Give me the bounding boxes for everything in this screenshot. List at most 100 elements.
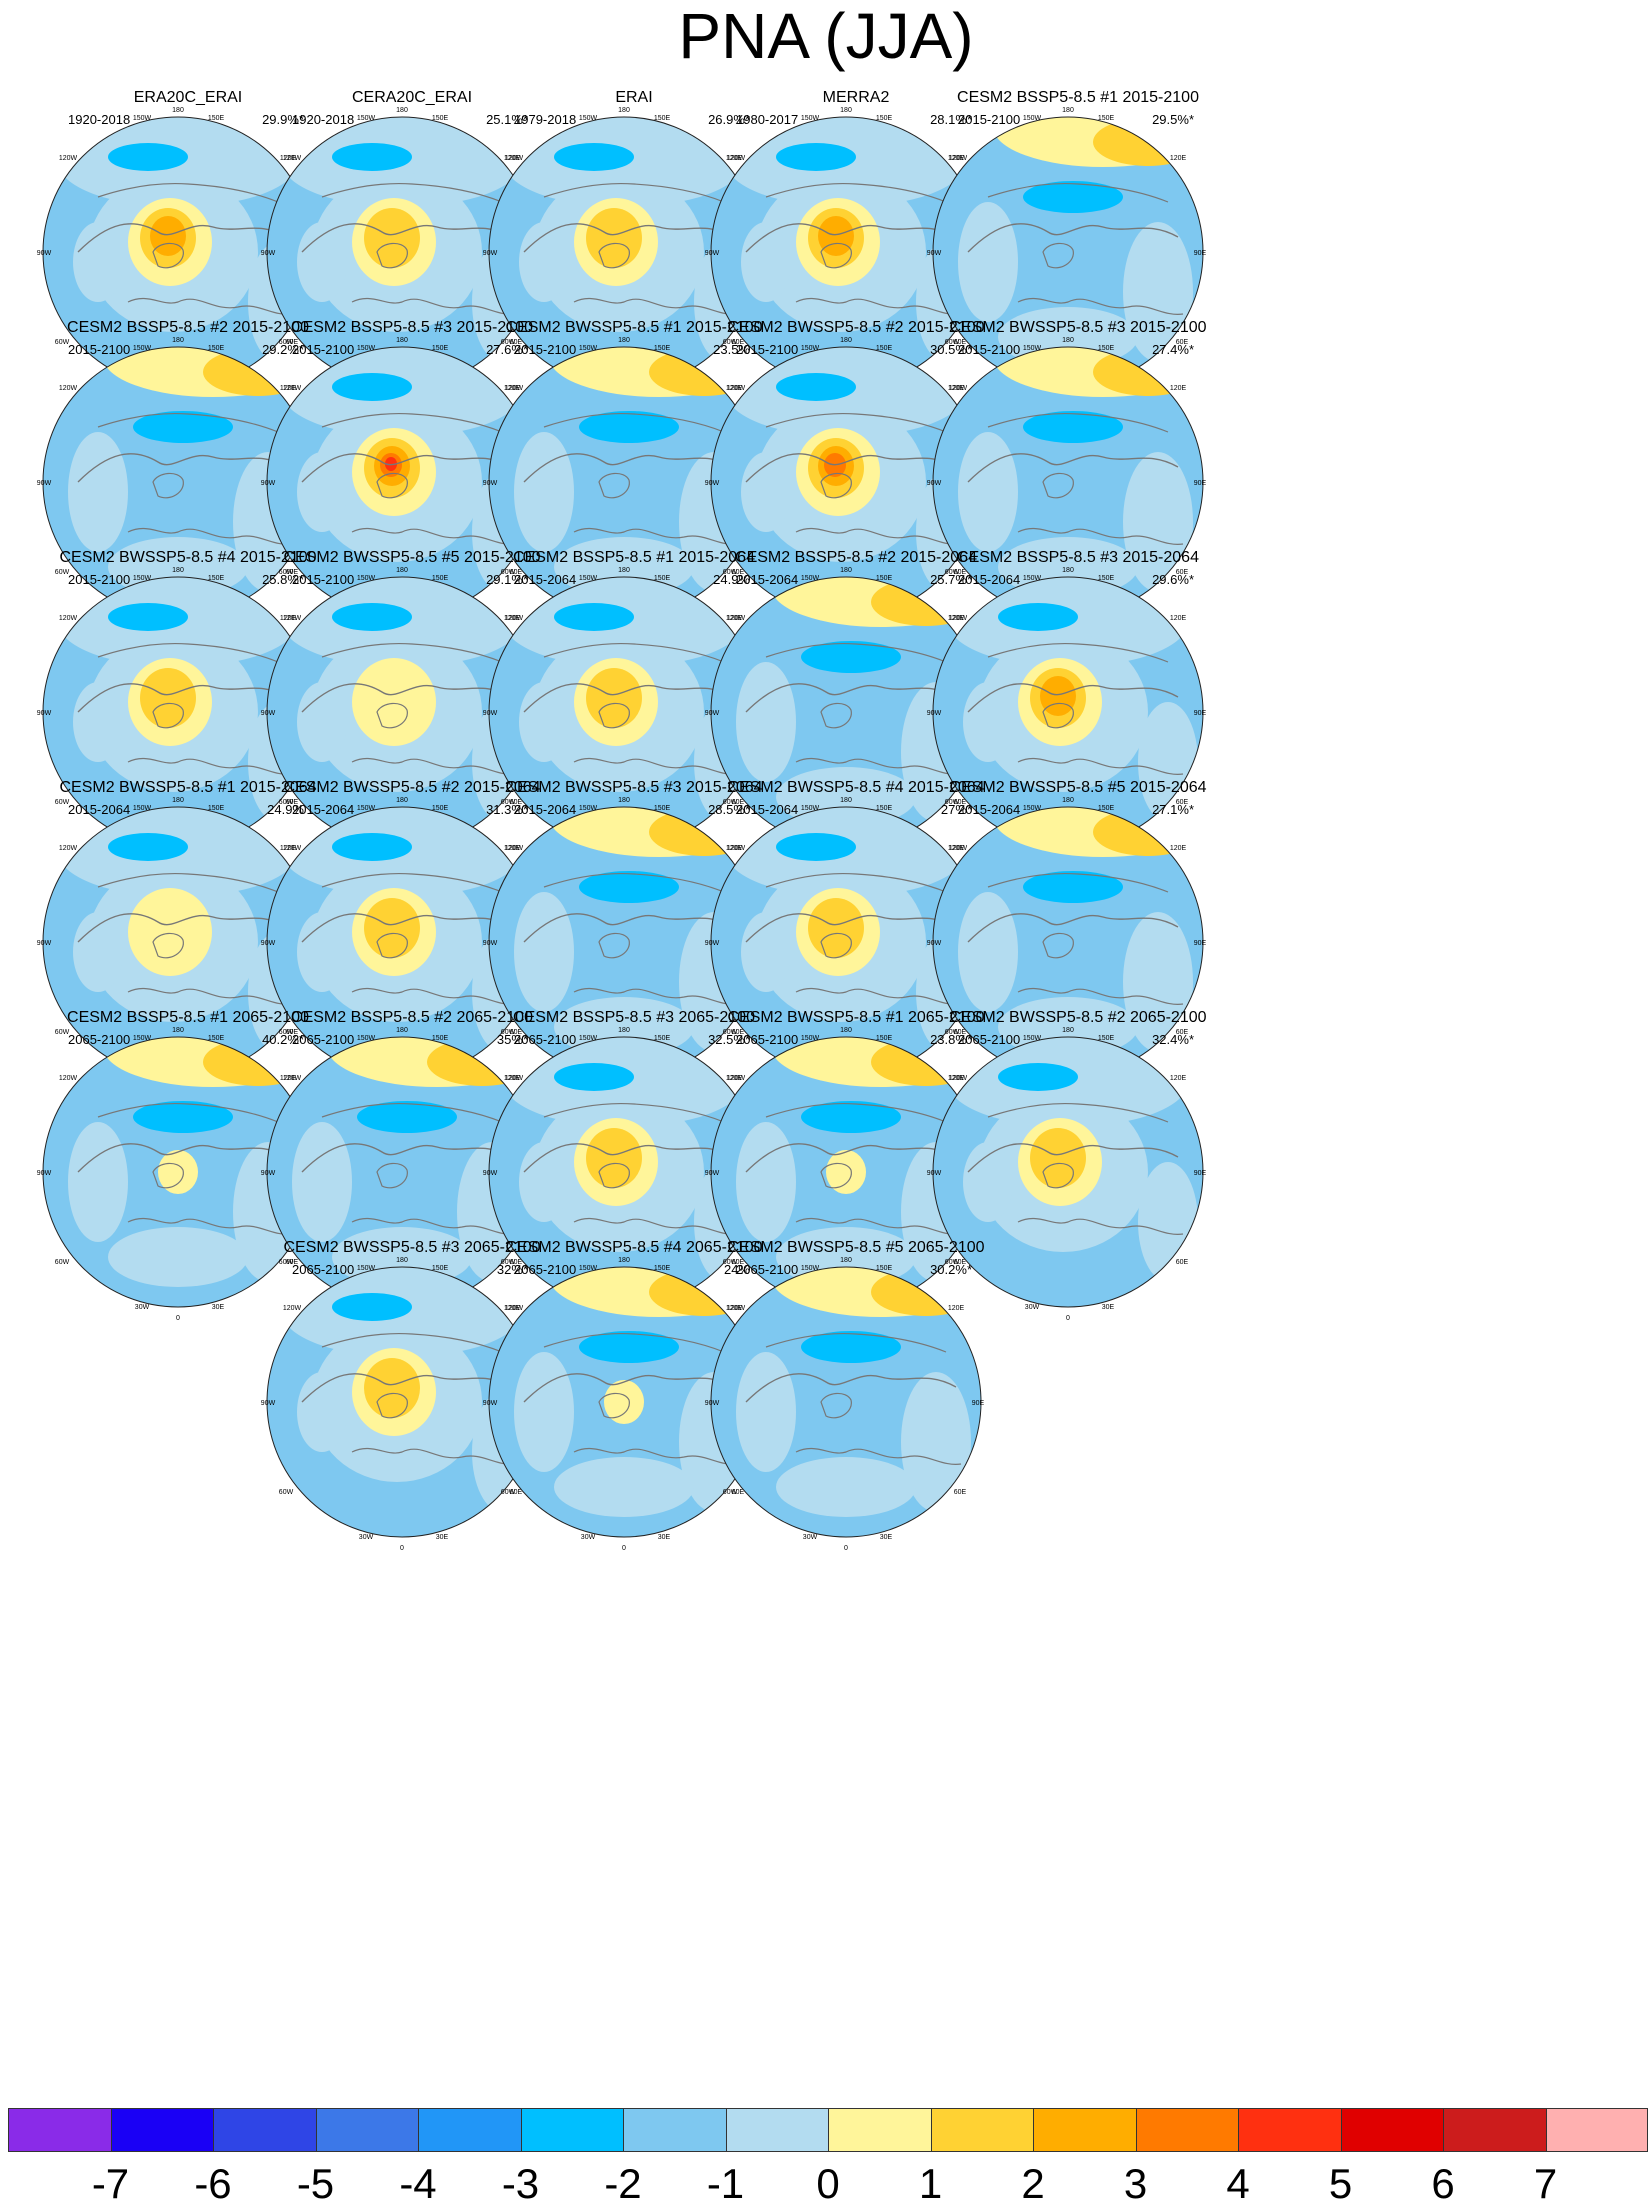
panel-explained-variance: 28.1%* xyxy=(930,112,972,127)
greenland-outline xyxy=(376,472,408,499)
longitude-label: 180 xyxy=(1062,1027,1074,1034)
map-panel: CESM2 BWSSP5-8.5 #2 2015-2064 2015-2064 31… xyxy=(261,778,562,1098)
midlatitude-positive-region xyxy=(108,1227,248,1287)
longitude-label: 120E xyxy=(948,1305,965,1312)
atlantic-positive-region xyxy=(297,1372,347,1452)
colorbar-box xyxy=(1238,2108,1341,2152)
panel-title: CESM2 BSSP5-8.5 #3 2065-2100 xyxy=(513,1009,755,1026)
longitude-label: 150W xyxy=(133,115,152,122)
coastline xyxy=(523,1373,735,1403)
greenland-outline xyxy=(376,702,408,729)
coastline xyxy=(573,1217,740,1235)
coastline xyxy=(321,873,503,893)
panel-explained-variance: 29.9%* xyxy=(262,112,304,127)
longitude-label: 150E xyxy=(654,1265,671,1272)
colorbar-box xyxy=(930,2108,1033,2152)
longitude-label: 30W xyxy=(359,1534,374,1541)
longitude-label: 120W xyxy=(59,385,78,392)
greenland-outline xyxy=(376,1392,408,1419)
coastline xyxy=(795,527,962,545)
negative-center xyxy=(579,871,679,903)
atlantic-positive-region xyxy=(736,1122,796,1242)
longitude-label: 150E xyxy=(208,1035,225,1042)
longitude-label: 60W xyxy=(55,799,70,806)
colorbar-tick-label: 5 xyxy=(1328,2160,1353,2207)
anomaly-contour-2 xyxy=(364,1358,420,1418)
panel-explained-variance: 29.5%* xyxy=(1152,112,1194,127)
panel-explained-variance: 30.2%* xyxy=(930,1262,972,1277)
coastline xyxy=(987,413,1169,433)
coastline xyxy=(127,1217,294,1235)
coastline xyxy=(351,757,518,775)
longitude-label: 120W xyxy=(59,155,78,162)
colorbar-tick-label: 3 xyxy=(1123,2160,1148,2207)
panel-explained-variance: 25.1%* xyxy=(486,112,528,127)
longitude-label: 90W xyxy=(261,480,276,487)
atlantic-positive-region xyxy=(73,912,123,992)
atlantic-positive-region xyxy=(297,682,347,762)
panel-period: 2065-2100 xyxy=(736,1032,799,1047)
colorbar-box xyxy=(1443,2108,1546,2152)
longitude-label: 180 xyxy=(172,1027,184,1034)
panel-title: CESM2 BWSSP5-8.5 #4 2065-2100 xyxy=(505,1239,763,1256)
longitude-label: 120E xyxy=(948,845,965,852)
panel-title: CESM2 BWSSP5-8.5 #1 2015-2100 xyxy=(505,319,763,336)
anomaly-contour-2 xyxy=(364,898,420,958)
atlantic-positive-region xyxy=(958,892,1018,1012)
atlantic-positive-region xyxy=(297,912,347,992)
panel-period: 2065-2100 xyxy=(958,1032,1021,1047)
longitude-label: 150W xyxy=(133,345,152,352)
longitude-label: 150W xyxy=(801,805,820,812)
longitude-label: 60E xyxy=(1176,799,1189,806)
panel-explained-variance: 27.6%* xyxy=(486,342,528,357)
anomaly-contour-1 xyxy=(128,888,212,976)
greenland-outline xyxy=(376,932,408,959)
coastline xyxy=(77,913,289,943)
eurasia-positive-region xyxy=(901,1372,971,1512)
longitude-label: 150W xyxy=(357,1265,376,1272)
coastline xyxy=(745,453,957,483)
coastline xyxy=(301,913,513,943)
midlatitude-positive-region xyxy=(776,1457,916,1517)
greenland-outline xyxy=(598,472,630,499)
longitude-label: 180 xyxy=(396,1257,408,1264)
longitude-label: 120E xyxy=(726,845,743,852)
longitude-label: 120E xyxy=(504,615,521,622)
longitude-label: 150E xyxy=(208,805,225,812)
colorbar-tick-label: 0 xyxy=(816,2160,840,2207)
panel-period: 2065-2100 xyxy=(292,1262,355,1277)
longitude-label: 60W xyxy=(501,1259,516,1266)
longitude-label: 60W xyxy=(55,1029,70,1036)
greenland-outline xyxy=(376,242,408,269)
longitude-label: 60W xyxy=(945,569,960,576)
panel-period: 2065-2100 xyxy=(514,1032,577,1047)
longitude-label: 90W xyxy=(927,1170,942,1177)
longitude-label: 90W xyxy=(37,480,52,487)
longitude-label: 120E xyxy=(1170,385,1187,392)
coastline xyxy=(77,1143,289,1173)
longitude-label: 30E xyxy=(436,1534,449,1541)
colorbar-tick-label: -2 xyxy=(604,2160,642,2207)
longitude-label: 0 xyxy=(400,1545,404,1552)
panel-period: 2065-2100 xyxy=(68,1032,131,1047)
greenland-outline xyxy=(1042,242,1074,269)
longitude-label: 60E xyxy=(510,1489,523,1496)
longitude-label: 150E xyxy=(876,1035,893,1042)
longitude-label: 90W xyxy=(261,250,276,257)
panel-period: 1979-2018 xyxy=(514,112,577,127)
panel-explained-variance: 29.6%* xyxy=(1152,572,1194,587)
coastline xyxy=(523,1143,735,1173)
longitude-label: 90W xyxy=(261,710,276,717)
longitude-label: 180 xyxy=(618,567,630,574)
longitude-label: 60E xyxy=(954,1489,967,1496)
coastline xyxy=(1017,757,1184,775)
negative-center xyxy=(108,143,188,171)
longitude-label: 180 xyxy=(840,797,852,804)
longitude-label: 180 xyxy=(840,567,852,574)
longitude-label: 120E xyxy=(504,155,521,162)
coastline xyxy=(301,1143,513,1173)
coastline xyxy=(795,1447,962,1465)
eurasia-positive-region xyxy=(1123,452,1193,592)
longitude-label: 120W xyxy=(727,155,746,162)
